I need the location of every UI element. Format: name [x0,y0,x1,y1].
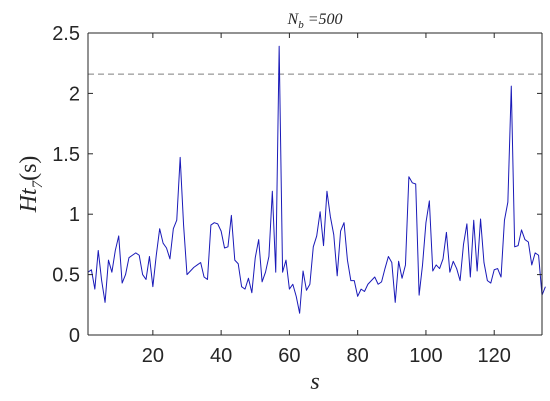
chart-title-subscript: b [298,19,304,31]
x-axis-label: s [310,369,319,395]
y-ticks: 0 0.5 1 1.5 2 2.5 [52,23,542,347]
x-tick-label: 120 [478,345,511,367]
y-tick-label: 0 [69,325,80,347]
x-ticks: 20 40 60 80 100 120 [142,33,511,367]
plot-area [88,33,542,335]
y-axis-label-suffix: (s) [16,156,42,181]
x-tick-label: 20 [142,345,164,367]
y-axis-label-main: Ht [16,187,42,213]
y-axis-label-subscript: 7 [30,179,46,188]
y-tick-label: 0.5 [52,265,80,287]
y-tick-label: 1 [69,204,80,226]
y-tick-label: 2 [69,83,80,105]
y-tick-label: 2.5 [52,23,80,45]
plot-layer [87,45,546,314]
chart-title-value: =500 [304,11,343,28]
chart-title: Nb =500 [287,11,343,31]
y-axis-label: Ht7(s) [16,156,46,214]
x-tick-label: 40 [210,345,232,367]
x-tick-label: 100 [409,345,442,367]
y-tick-label: 1.5 [52,144,80,166]
x-tick-label: 60 [278,345,300,367]
x-tick-label: 80 [347,345,369,367]
series-line-1 [87,45,546,314]
chart-title-main: N [287,11,300,28]
